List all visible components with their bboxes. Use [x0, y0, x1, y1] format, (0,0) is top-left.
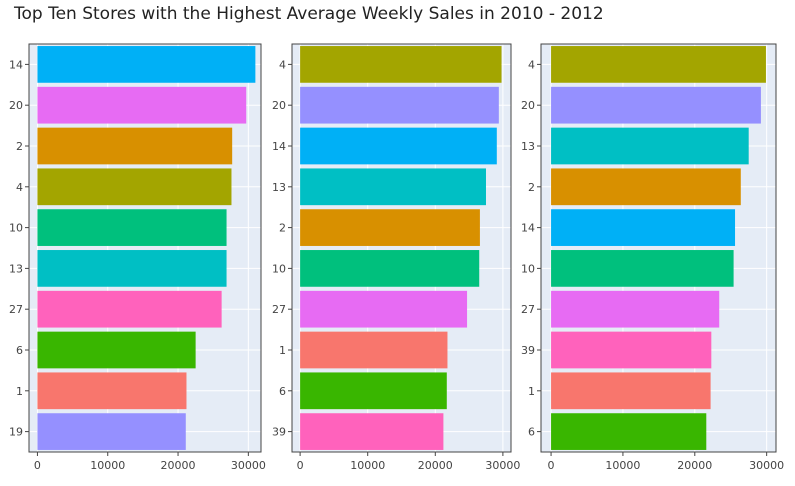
bar-store-10: [37, 209, 227, 246]
panel-border: [28, 43, 262, 453]
y-tick-label: 14: [272, 140, 286, 153]
y-tick-label: 2: [528, 181, 535, 194]
y-tick-label: 27: [272, 303, 286, 316]
bar-store-4: [551, 46, 766, 83]
bar-store-20: [551, 86, 761, 124]
chart-panel-3: 4 20 13 2 14 10 27 39 1 6 0 10000 20000 30000: [521, 43, 784, 472]
y-tick-label: 27: [9, 303, 23, 316]
bar-store-2: [37, 127, 233, 165]
bar-store-6: [300, 372, 447, 410]
bar-store-6: [551, 413, 707, 450]
x-tick-label: 0: [297, 459, 304, 472]
y-tick-label: 14: [9, 58, 23, 71]
bar-store-13: [300, 168, 486, 206]
x-tick-label: 10000: [605, 459, 640, 472]
y-tick-label: 1: [528, 385, 535, 398]
y-tick-label: 20: [521, 99, 535, 112]
chart-panel-2: 4 20 14 13 2 10 27 1 6 39 0 10000 20000 30000: [272, 43, 520, 472]
y-tick-label: 4: [279, 58, 286, 71]
y-tick-label: 6: [16, 344, 23, 357]
bar-store-39: [551, 331, 712, 369]
y-tick-label: 1: [16, 385, 23, 398]
bar-store-4: [37, 168, 232, 206]
y-tick-label: 10: [521, 262, 535, 275]
y-tick-label: 6: [279, 385, 286, 398]
y-tick-label: 4: [16, 181, 23, 194]
x-tick-label: 0: [548, 459, 555, 472]
chart-title: Top Ten Stores with the Highest Average …: [14, 4, 604, 24]
bar-store-20: [300, 86, 499, 124]
y-tick-label: 39: [521, 344, 535, 357]
x-tick-label: 10000: [90, 459, 125, 472]
y-tick-label: 14: [521, 222, 535, 235]
y-tick-label: 13: [9, 262, 23, 275]
x-tick-label: 0: [34, 459, 41, 472]
bar-store-10: [551, 250, 734, 287]
bar-store-2: [300, 209, 480, 246]
y-tick-label: 20: [9, 99, 23, 112]
bar-store-27: [37, 290, 222, 328]
bar-store-19: [37, 413, 186, 450]
x-tick-label: 20000: [418, 459, 453, 472]
y-tick-label: 20: [272, 99, 286, 112]
bar-store-39: [300, 413, 444, 450]
x-tick-label: 20000: [161, 459, 196, 472]
bar-store-2: [551, 168, 741, 206]
y-tick-label: 10: [272, 262, 286, 275]
bar-store-14: [300, 127, 497, 165]
bar-store-14: [551, 209, 736, 246]
bar-store-13: [551, 127, 749, 165]
bar-store-20: [37, 86, 247, 124]
bar-store-14: [37, 46, 256, 83]
y-tick-label: 2: [279, 222, 286, 235]
x-tick-label: 30000: [485, 459, 520, 472]
bar-store-10: [300, 250, 480, 287]
y-tick-label: 13: [272, 181, 286, 194]
x-tick-label: 30000: [231, 459, 266, 472]
y-tick-label: 13: [521, 140, 535, 153]
bar-store-1: [37, 372, 187, 410]
bar-store-6: [37, 331, 196, 369]
y-tick-label: 39: [272, 426, 286, 439]
x-tick-label: 20000: [677, 459, 712, 472]
bar-store-27: [551, 290, 720, 328]
panel-border: [291, 43, 512, 453]
y-tick-label: 2: [16, 140, 23, 153]
chart-panel-1: 14 20 2 4 10 13 27 6 1 19 0 10000 20000 30000: [9, 43, 266, 472]
y-tick-label: 10: [9, 222, 23, 235]
y-tick-label: 6: [528, 426, 535, 439]
bar-store-4: [300, 46, 502, 83]
y-tick-label: 27: [521, 303, 535, 316]
bar-store-13: [37, 250, 227, 287]
y-tick-label: 19: [9, 426, 23, 439]
x-tick-label: 30000: [749, 459, 784, 472]
x-tick-label: 10000: [350, 459, 385, 472]
y-tick-label: 1: [279, 344, 286, 357]
bar-store-1: [300, 331, 448, 369]
y-tick-label: 4: [528, 58, 535, 71]
panel-border: [540, 43, 777, 453]
bar-store-1: [551, 372, 711, 410]
bar-store-27: [300, 290, 468, 328]
